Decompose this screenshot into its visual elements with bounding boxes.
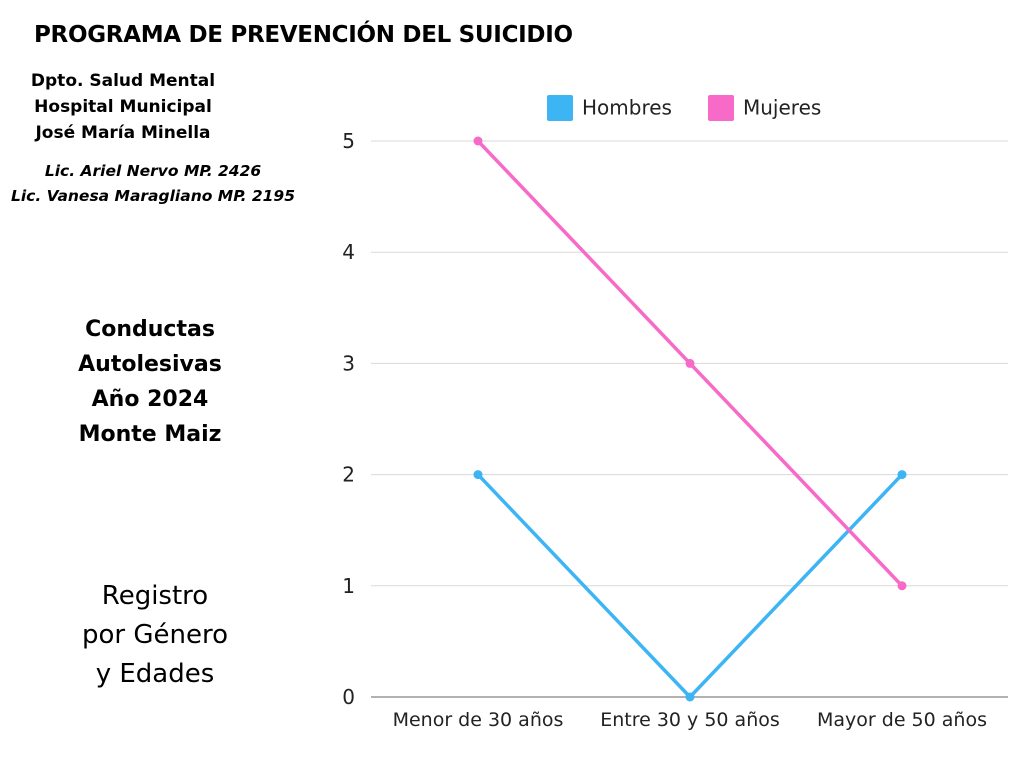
author-line: Lic. Vanesa Maragliano MP. 2195 (10, 187, 295, 205)
data-point-mujeres (473, 136, 483, 146)
data-point-hombres (685, 692, 695, 702)
topic-block: Conductas Autolesivas Año 2024 Monte Mai… (50, 312, 250, 452)
y-tick-label: 1 (342, 574, 355, 598)
data-point-mujeres (685, 358, 695, 368)
institution-line: José María Minella (35, 123, 211, 143)
y-tick-label: 4 (342, 240, 355, 264)
data-point-hombres (897, 470, 907, 480)
author-line: Lic. Ariel Nervo MP. 2426 (44, 162, 262, 180)
authors-block: Lic. Ariel Nervo MP. 2426 Lic. Vanesa Ma… (0, 159, 306, 209)
y-tick-label: 5 (342, 129, 355, 153)
record-line: por Género (81, 620, 228, 650)
legend-label-mujeres: Mujeres (743, 96, 821, 120)
topic-line: Autolesivas (78, 352, 222, 377)
record-line: Registro (101, 581, 209, 611)
legend-swatch-mujeres (708, 95, 734, 121)
record-block: Registro por Género y Edades (55, 577, 255, 694)
legend-label-hombres: Hombres (582, 96, 672, 120)
data-point-hombres (473, 470, 483, 480)
data-point-mujeres (897, 581, 907, 591)
legend-swatch-hombres (547, 95, 573, 121)
program-title: PROGRAMA DE PREVENCIÓN DEL SUICIDIO (34, 22, 573, 48)
topic-line: Año 2024 (91, 387, 209, 412)
y-tick-label: 3 (342, 351, 355, 375)
institution-line: Hospital Municipal (34, 97, 212, 117)
x-tick-label: Entre 30 y 50 años (600, 709, 780, 731)
institution-block: Dpto. Salud Mental Hospital Municipal Jo… (10, 68, 236, 146)
y-tick-label: 0 (342, 685, 355, 709)
topic-line: Conductas (85, 317, 215, 342)
x-tick-label: Mayor de 50 años (817, 709, 987, 731)
institution-line: Dpto. Salud Mental (30, 71, 216, 91)
x-tick-label: Menor de 30 años (393, 709, 564, 731)
topic-line: Monte Maiz (78, 422, 222, 447)
record-line: y Edades (95, 659, 215, 689)
y-tick-label: 2 (342, 463, 355, 487)
